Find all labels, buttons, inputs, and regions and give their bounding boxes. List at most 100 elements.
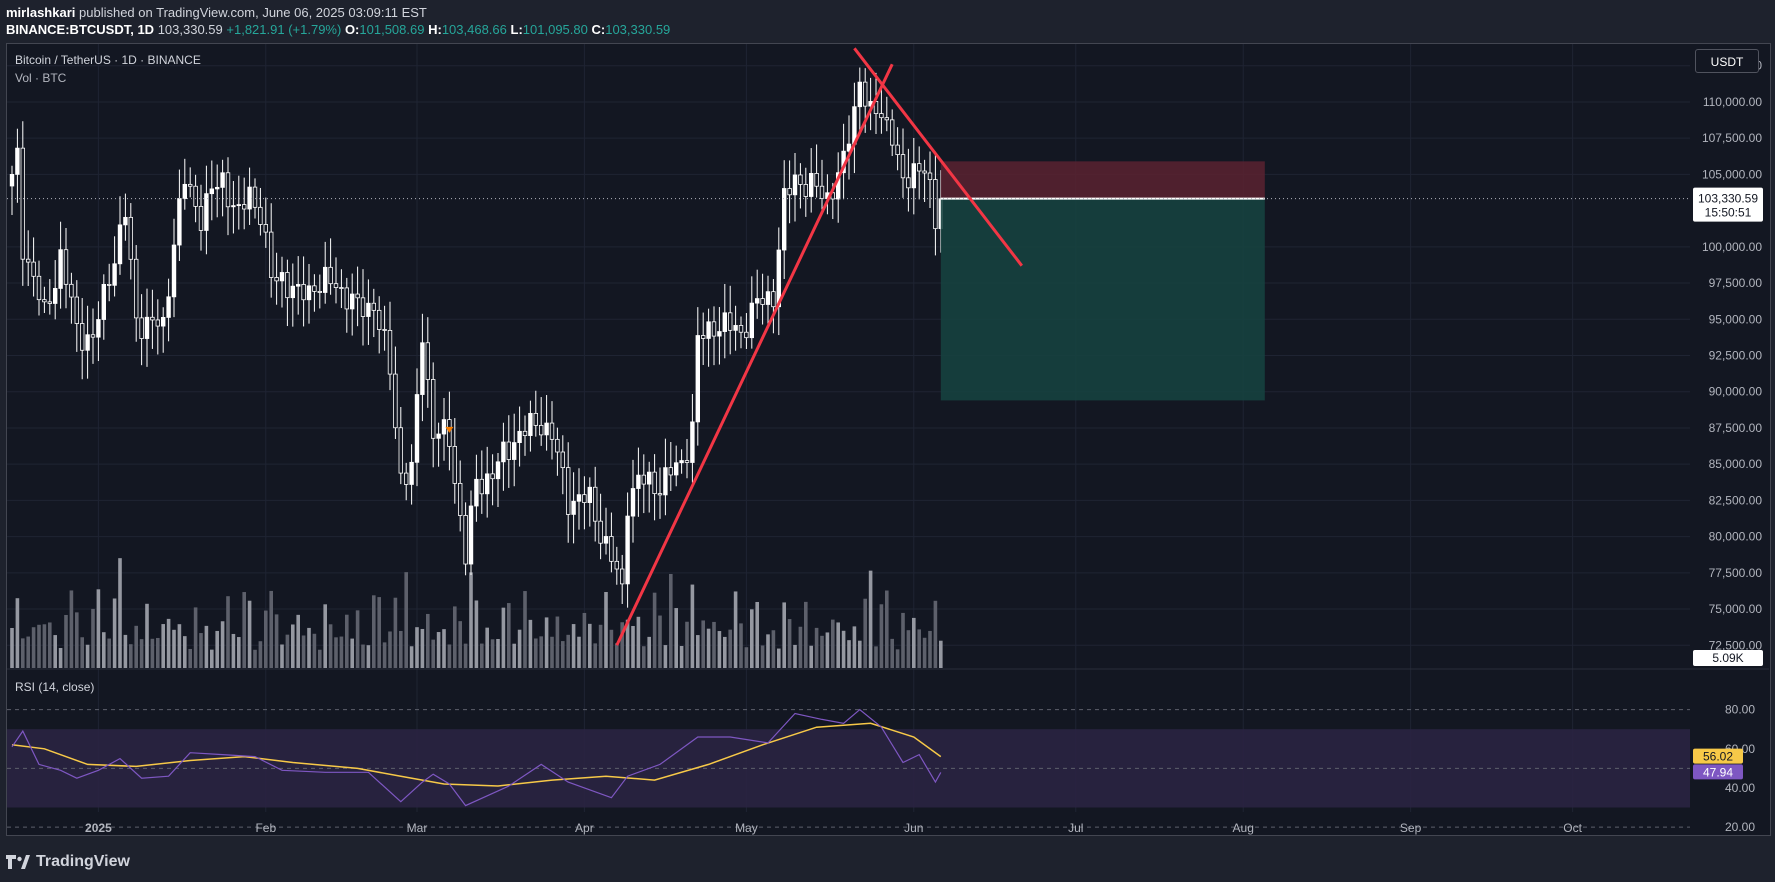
candle-body	[598, 520, 603, 544]
volume-bar	[879, 604, 884, 668]
volume-bar	[145, 603, 149, 668]
volume-bar	[885, 590, 889, 668]
volume-bar	[517, 629, 522, 668]
candle-body	[706, 321, 711, 339]
candle-body	[911, 163, 916, 189]
time-axis-label: Aug	[1233, 821, 1254, 835]
candle-body	[674, 462, 679, 476]
candle-body	[474, 478, 479, 507]
volume-bar	[809, 645, 813, 668]
price-axis-label: 87,500.00	[1709, 421, 1763, 435]
candle-body	[171, 244, 177, 298]
candle-body	[501, 441, 506, 463]
rsi-axis-label: 80.00	[1725, 703, 1755, 717]
candle-body	[495, 461, 501, 480]
candle-body	[139, 317, 144, 339]
volume-bar	[80, 637, 84, 668]
candle-body	[349, 293, 355, 310]
rsi-value: 47.94	[1703, 765, 1733, 779]
downtrend-line[interactable]	[853, 47, 1023, 267]
candle-body	[209, 188, 214, 195]
candle-body	[258, 206, 263, 225]
volume-bar	[37, 624, 41, 668]
candle-body	[738, 325, 744, 333]
volume-bar	[285, 634, 290, 668]
high-label: H:	[428, 22, 442, 37]
volume-bar	[258, 641, 263, 668]
candle-body	[436, 433, 441, 439]
volume-bar	[836, 622, 840, 668]
candle-body	[927, 172, 933, 180]
volume-bar	[490, 639, 495, 668]
candle-body	[560, 451, 565, 469]
candle-body	[123, 216, 128, 226]
volume-bar	[566, 634, 570, 668]
volume-bar	[242, 592, 246, 668]
candle-body	[47, 301, 52, 304]
volume-bar	[415, 627, 419, 668]
event-marker-icon[interactable]	[445, 426, 454, 433]
candle-body	[80, 323, 85, 351]
symbol-legend[interactable]: Bitcoin / TetherUS · 1D · BINANCE	[15, 53, 201, 67]
candle-body	[528, 412, 533, 436]
volume-bar	[895, 649, 900, 668]
currency-button[interactable]: USDT	[1695, 49, 1759, 73]
candle-body	[787, 188, 792, 196]
candle-body	[58, 249, 63, 289]
candle-body	[755, 298, 760, 304]
candle-body	[306, 285, 312, 301]
candle-body	[322, 266, 328, 293]
candle-body	[177, 198, 182, 246]
volume-bar	[928, 630, 932, 668]
rsi-axis-label: 40.00	[1725, 781, 1755, 795]
candle-body	[247, 186, 252, 210]
time-axis-label: Apr	[575, 821, 594, 835]
volume-bar	[534, 638, 538, 668]
volume-bar	[458, 621, 462, 668]
volume-bar	[496, 638, 500, 668]
volume-bar	[199, 633, 203, 668]
volume-bar	[280, 644, 284, 668]
rsi-legend[interactable]: RSI (14, close)	[15, 680, 95, 694]
candle-body	[782, 188, 787, 251]
candle-body	[160, 317, 166, 327]
time-axis-label: Oct	[1563, 821, 1582, 835]
candle-body	[204, 193, 209, 231]
candle-body	[506, 441, 511, 460]
candle-body	[620, 568, 625, 585]
chart-frame[interactable]	[6, 43, 1771, 836]
time-axis-label: Feb	[255, 821, 276, 835]
price-axis-label: 110,000.00	[1703, 95, 1762, 109]
volume-bar	[933, 600, 938, 668]
volume-bar	[210, 649, 214, 668]
branding-text: TradingView	[36, 853, 130, 870]
candle-body	[690, 421, 695, 463]
candle-body	[371, 302, 376, 311]
take-profit-zone[interactable]	[940, 198, 1265, 401]
volume-bar	[112, 598, 117, 668]
candle-body	[117, 224, 123, 265]
volume-bar	[399, 630, 403, 668]
volume-bar	[447, 644, 452, 668]
candle-body	[684, 460, 690, 463]
volume-bar	[350, 638, 354, 668]
volume-bar	[863, 598, 867, 668]
price-axis-label: 75,000.00	[1709, 602, 1763, 616]
volume-bar	[53, 635, 57, 668]
stop-loss-zone[interactable]	[940, 161, 1265, 199]
volume-tag	[1693, 650, 1763, 666]
uptrend-line[interactable]	[615, 63, 894, 646]
candle-body	[376, 309, 382, 330]
volume-bar	[771, 630, 776, 668]
close-value: 103,330.59	[605, 22, 671, 37]
volume-bar	[436, 632, 441, 668]
candle-body	[285, 272, 290, 299]
volume-legend[interactable]: Vol · BTC	[15, 71, 67, 85]
candle-body	[198, 206, 204, 231]
candle-body	[576, 494, 582, 502]
candle-body	[252, 186, 258, 208]
volume-bar	[177, 624, 182, 668]
author-name[interactable]: mirlashkari	[6, 5, 76, 20]
volume-bar	[377, 597, 381, 668]
